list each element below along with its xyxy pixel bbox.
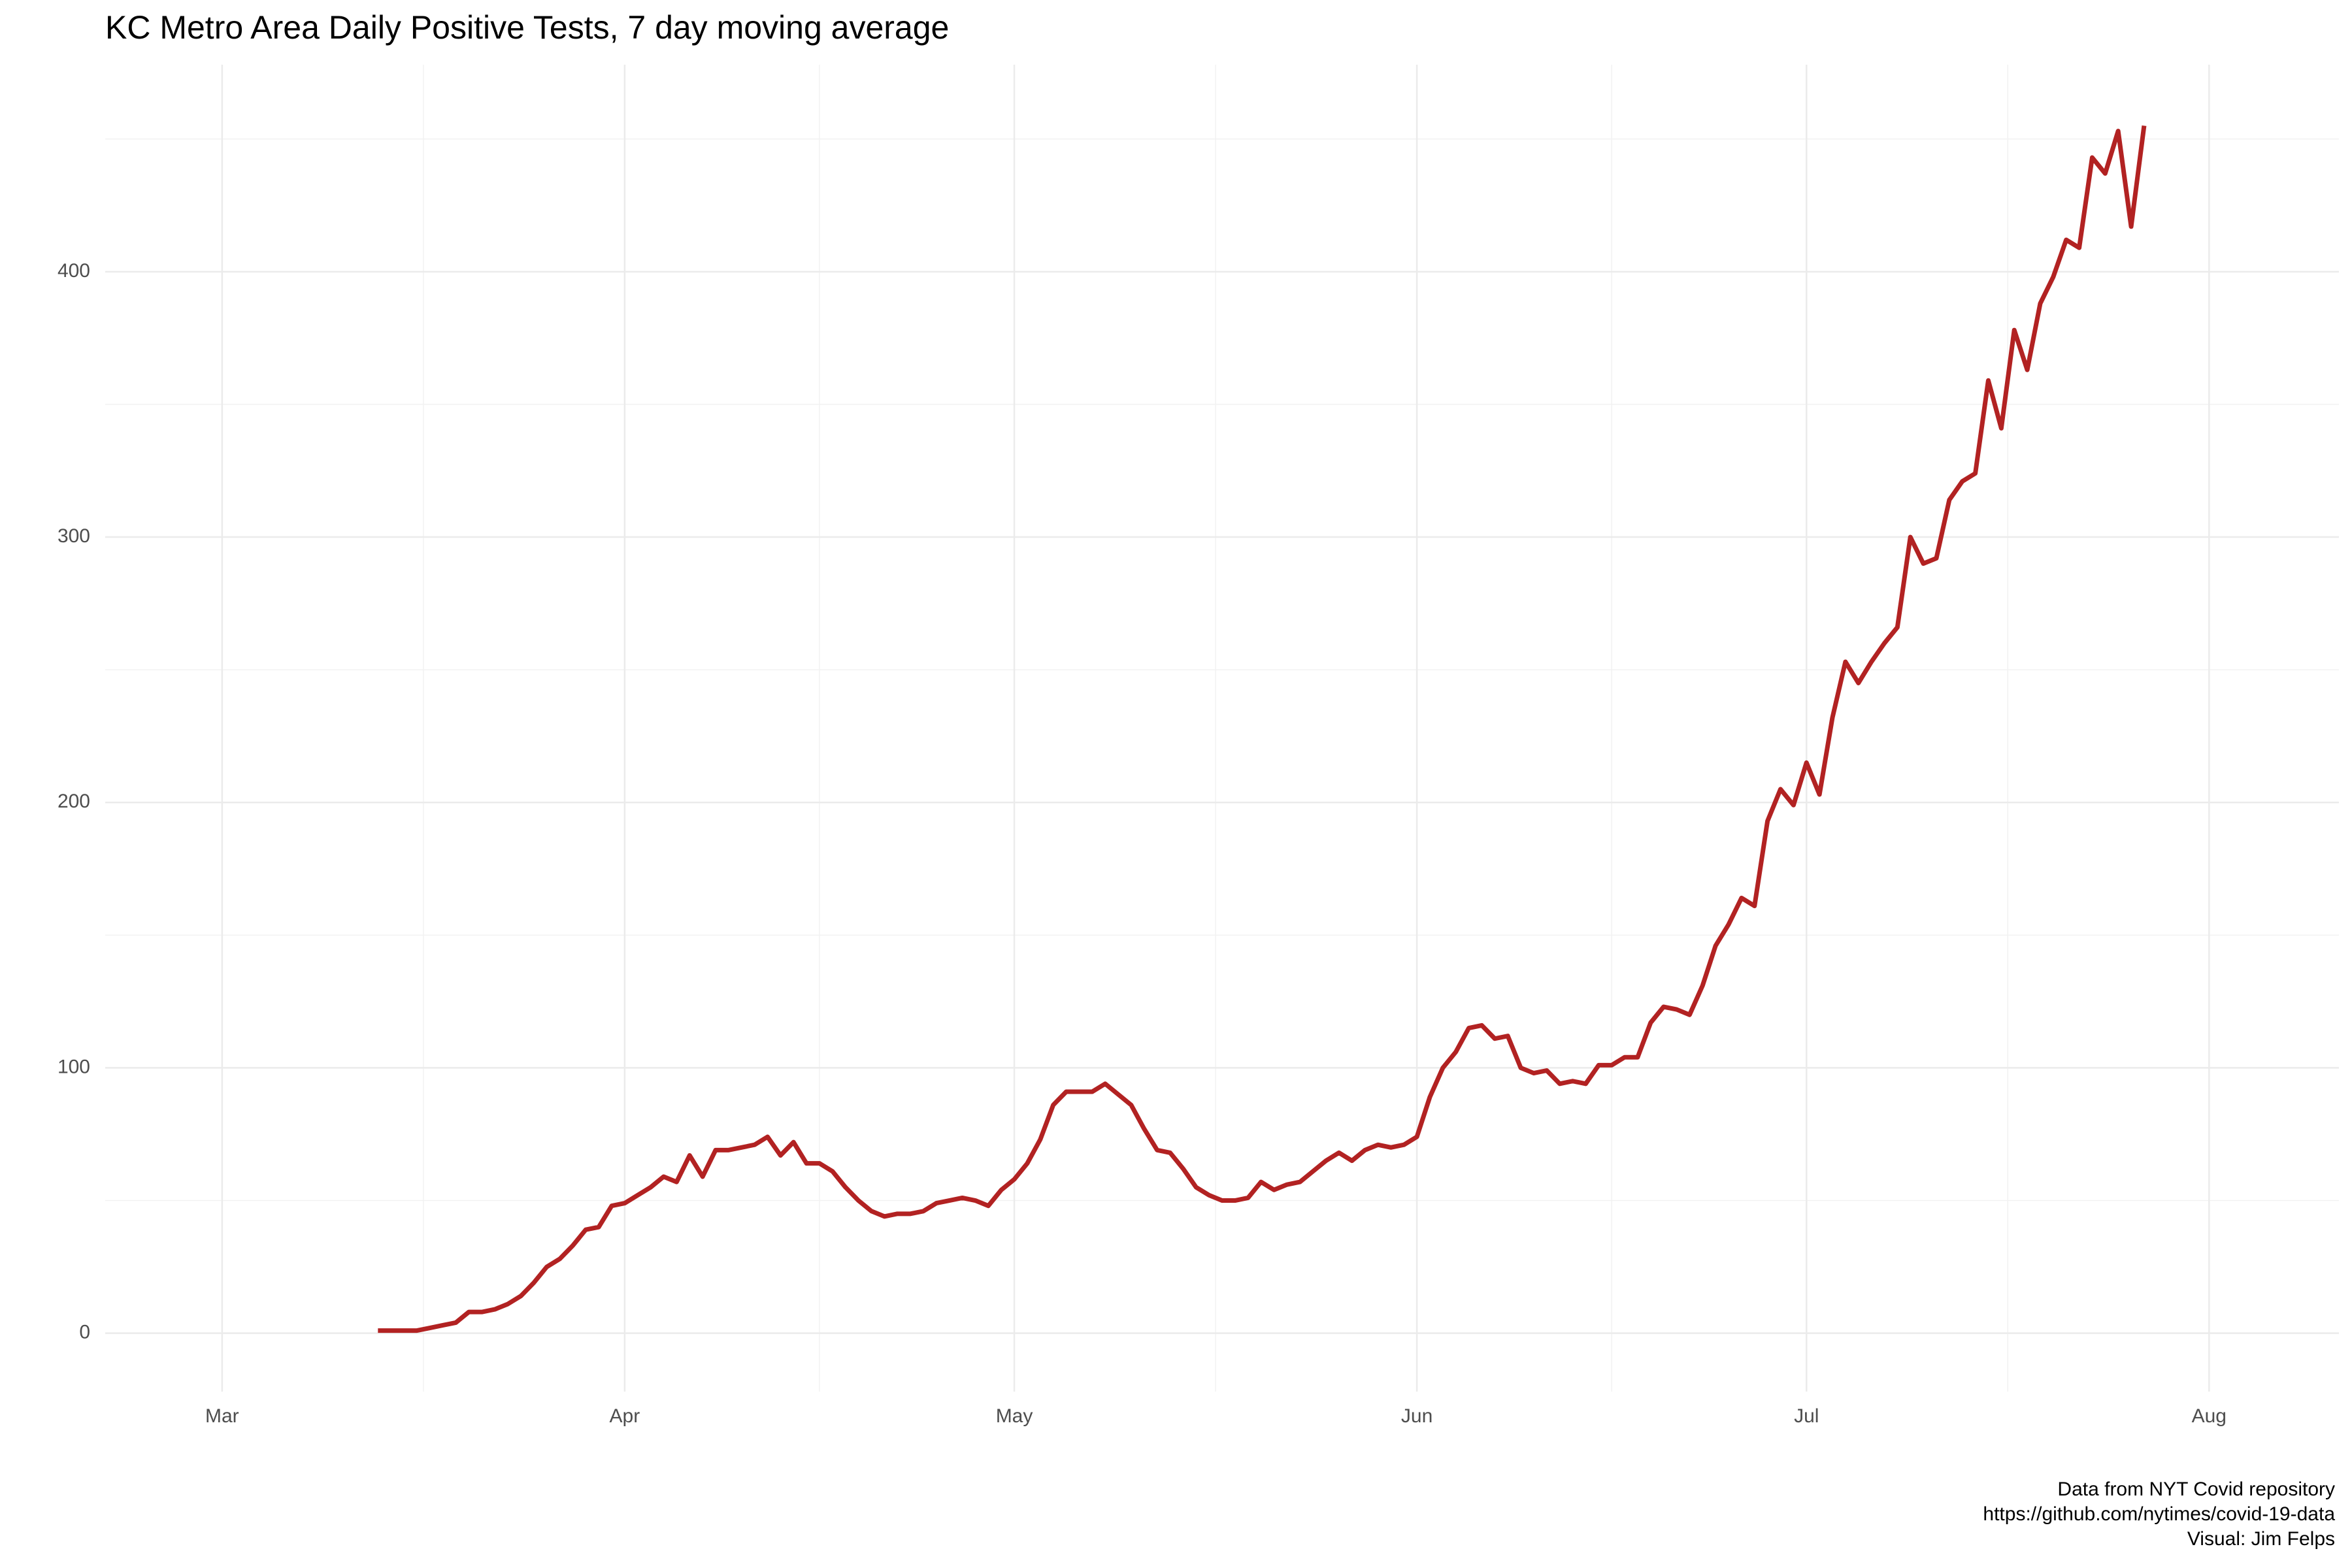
caption-line: Data from NYT Covid repository	[2057, 1478, 2335, 1500]
x-tick-label: Mar	[205, 1405, 239, 1427]
x-tick-label: May	[996, 1405, 1033, 1427]
y-tick-label: 400	[58, 260, 90, 282]
data-line	[378, 125, 2147, 1333]
y-tick-label: 200	[58, 791, 90, 812]
y-tick-label: 300	[58, 525, 90, 547]
x-tick-label: Jul	[1794, 1405, 1819, 1427]
x-tick-label: Aug	[2192, 1405, 2227, 1427]
y-tick-label: 0	[79, 1322, 90, 1343]
x-tick-label: Apr	[610, 1405, 640, 1427]
y-tick-label: 100	[58, 1056, 90, 1077]
caption-line: Visual: Jim Felps	[2187, 1528, 2335, 1550]
x-tick-label: Jun	[1401, 1405, 1433, 1427]
caption-line: https://github.com/nytimes/covid-19-data	[1983, 1503, 2335, 1525]
chart-title: KC Metro Area Daily Positive Tests, 7 da…	[105, 9, 949, 46]
